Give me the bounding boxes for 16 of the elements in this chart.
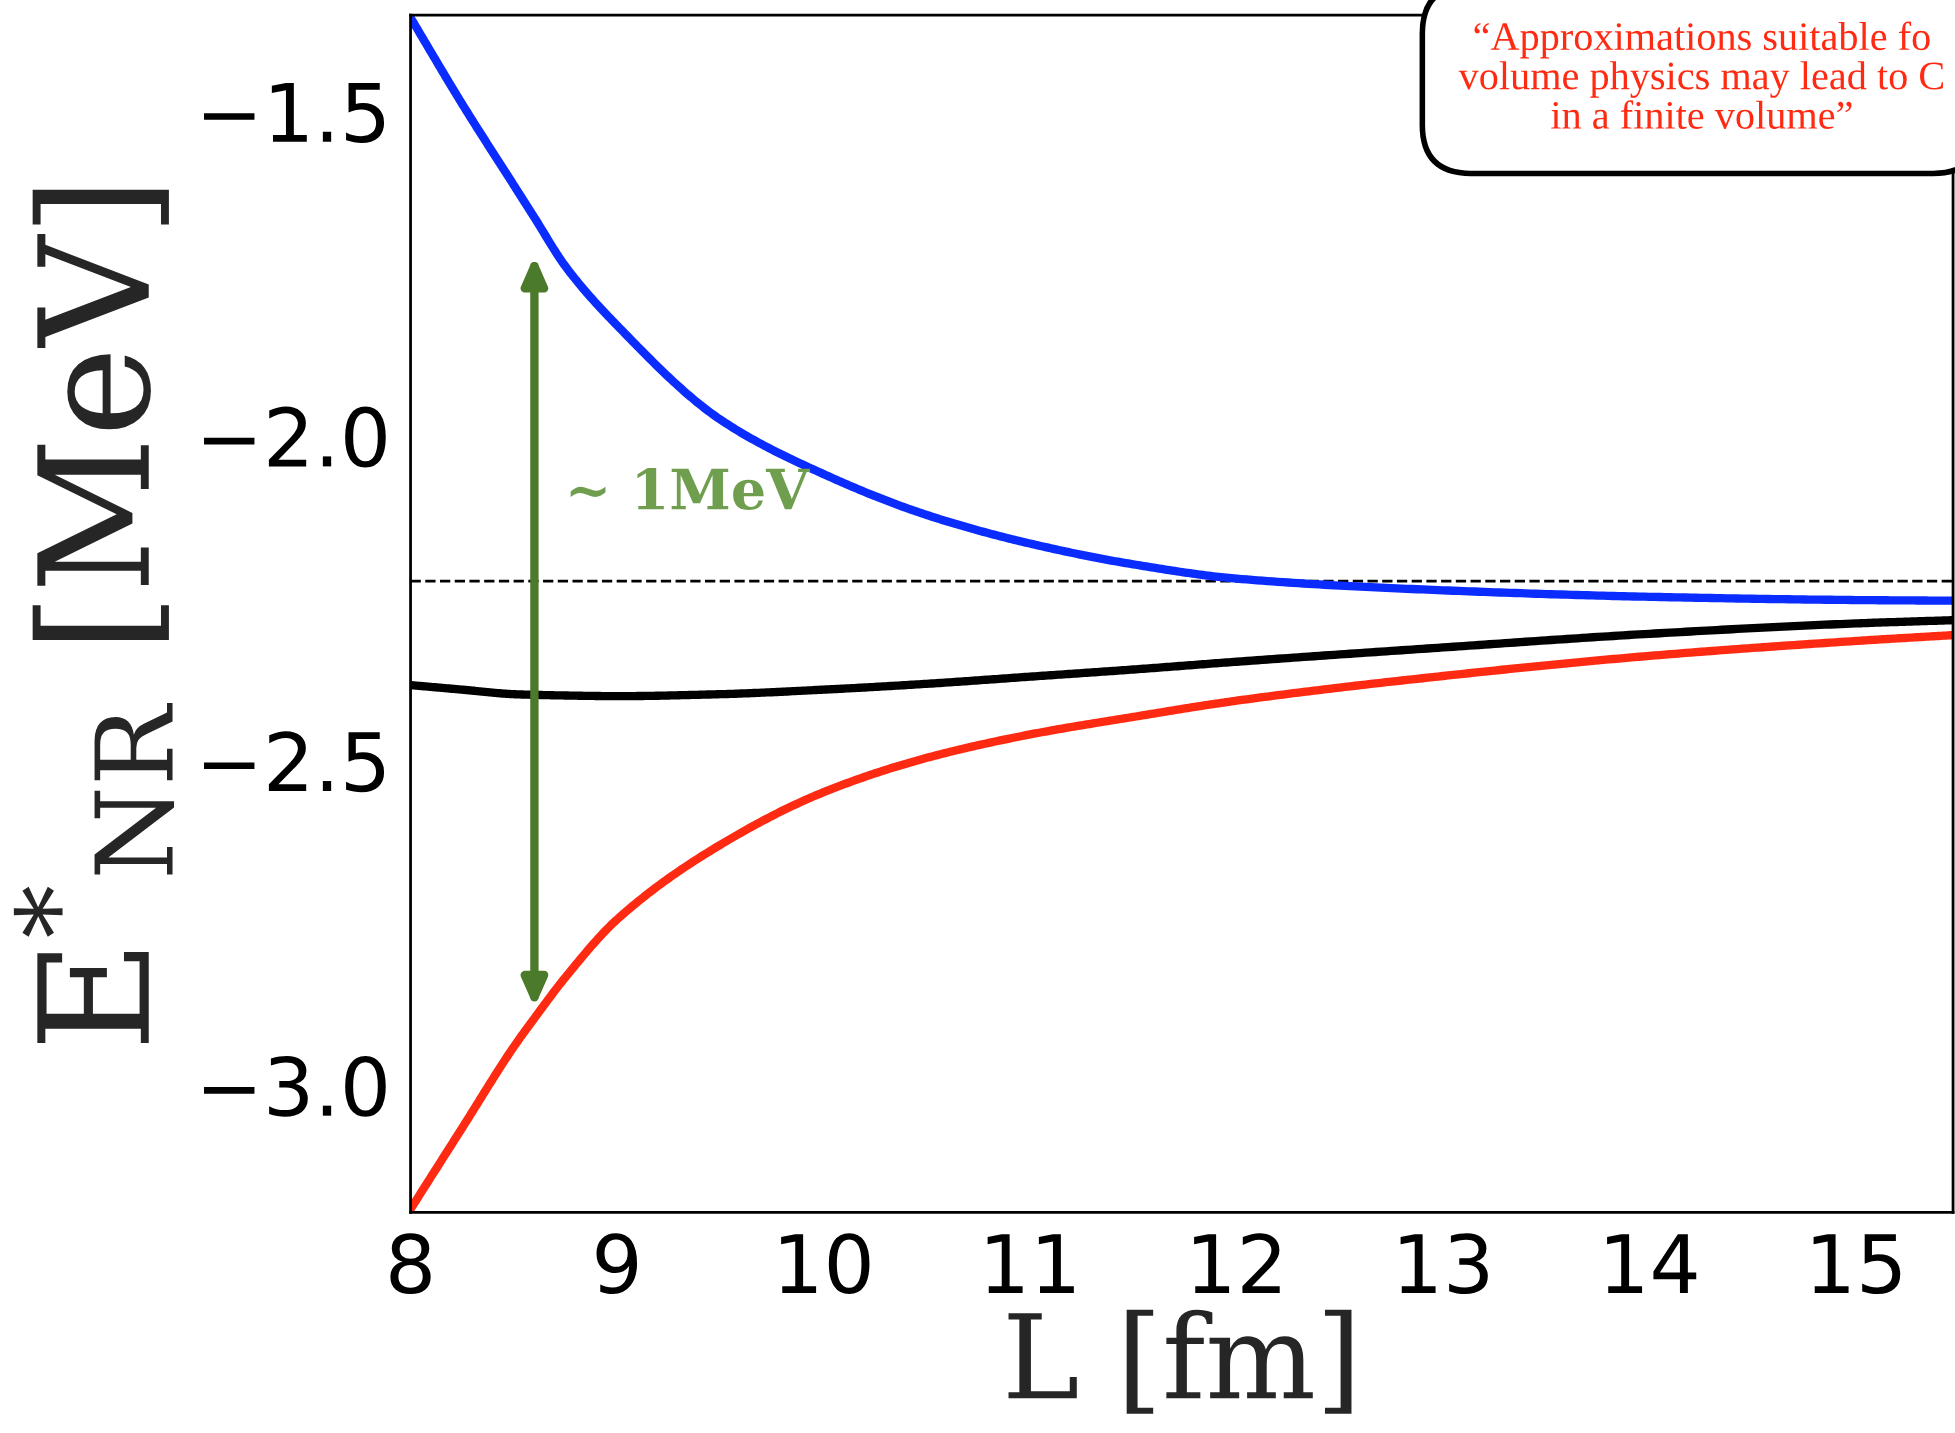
y-tick-label: −3.0 xyxy=(204,1055,386,1117)
x-tick-label: 12 xyxy=(1194,1233,1280,1293)
x-tick-label: 9 xyxy=(596,1233,637,1295)
annotation: ~ 1MeV xyxy=(570,468,811,511)
x-tick-label: 13 xyxy=(1400,1233,1488,1295)
x-tick-label: 15 xyxy=(1813,1234,1901,1295)
y-tick-label: −1.5 xyxy=(204,83,385,143)
x-tick-label: 8 xyxy=(390,1233,431,1295)
annotation: “Approximations suitable fo volume physics may lead to C in a finite volume” xyxy=(1458,21,1943,130)
x-tick-label: 11 xyxy=(987,1234,1074,1293)
y-axis-title: E$^{*}$$_{NR}$ [MeV] xyxy=(13,189,175,1043)
y-tick-label: −2.5 xyxy=(204,731,385,793)
x-axis-title: L [fm] xyxy=(1008,1309,1352,1414)
x-tick-label: 14 xyxy=(1607,1234,1697,1293)
y-tick-label: −2.0 xyxy=(204,406,386,468)
x-tick-label: 10 xyxy=(781,1233,870,1295)
